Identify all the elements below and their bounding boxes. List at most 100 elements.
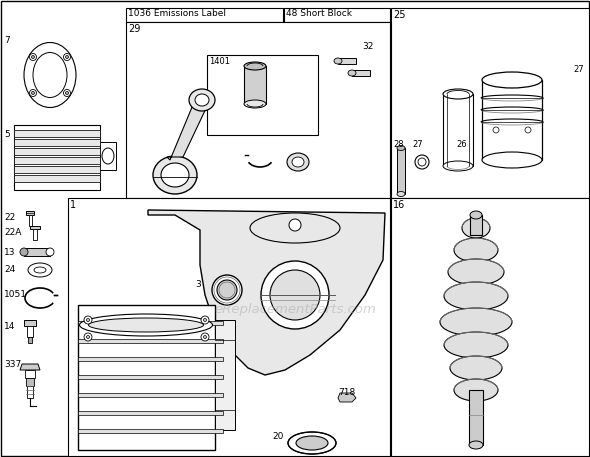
Ellipse shape <box>204 335 206 339</box>
Polygon shape <box>167 95 210 160</box>
Ellipse shape <box>189 89 215 111</box>
Bar <box>397 148 405 194</box>
Ellipse shape <box>84 316 92 324</box>
Ellipse shape <box>444 282 508 310</box>
Ellipse shape <box>482 152 542 168</box>
Text: 1: 1 <box>70 200 76 210</box>
Ellipse shape <box>31 91 34 95</box>
Ellipse shape <box>348 70 356 76</box>
Bar <box>244 66 266 104</box>
Text: 337: 337 <box>4 360 21 369</box>
Bar <box>14 125 100 190</box>
Ellipse shape <box>270 270 320 320</box>
Ellipse shape <box>204 319 206 322</box>
Ellipse shape <box>397 145 405 150</box>
Ellipse shape <box>80 314 212 336</box>
Bar <box>78 411 223 415</box>
Ellipse shape <box>244 100 266 108</box>
Ellipse shape <box>444 332 508 358</box>
Ellipse shape <box>261 261 329 329</box>
Ellipse shape <box>415 155 429 169</box>
Ellipse shape <box>87 335 90 339</box>
Ellipse shape <box>64 90 70 96</box>
Ellipse shape <box>440 308 512 336</box>
Ellipse shape <box>287 153 309 171</box>
Text: 27: 27 <box>412 140 422 149</box>
Text: 718: 718 <box>338 388 355 397</box>
Bar <box>470 215 482 235</box>
Ellipse shape <box>289 219 301 231</box>
Bar <box>27 326 33 337</box>
Ellipse shape <box>65 55 68 58</box>
Ellipse shape <box>292 157 304 167</box>
Ellipse shape <box>30 90 37 96</box>
Ellipse shape <box>244 62 266 70</box>
Ellipse shape <box>30 53 37 60</box>
Bar <box>469 390 483 445</box>
Ellipse shape <box>418 158 426 166</box>
Text: 1401: 1401 <box>209 57 230 66</box>
Ellipse shape <box>24 43 76 107</box>
Text: 29: 29 <box>128 24 140 34</box>
Ellipse shape <box>64 53 70 60</box>
Text: 3: 3 <box>195 280 201 289</box>
Ellipse shape <box>102 148 114 164</box>
Bar <box>78 321 223 325</box>
Bar <box>78 429 223 433</box>
Ellipse shape <box>46 248 54 256</box>
Bar <box>100 142 116 170</box>
Bar <box>25 370 35 378</box>
Text: 24: 24 <box>4 265 15 274</box>
Bar <box>126 22 390 198</box>
Ellipse shape <box>469 441 483 449</box>
Ellipse shape <box>20 248 28 256</box>
Text: 27: 27 <box>573 65 584 74</box>
Bar <box>30 226 40 229</box>
Ellipse shape <box>201 316 209 324</box>
Bar <box>14 139 100 146</box>
Bar <box>78 357 223 361</box>
Bar <box>24 248 50 256</box>
Bar <box>33 229 37 240</box>
Ellipse shape <box>450 356 502 380</box>
Bar <box>443 94 473 166</box>
Ellipse shape <box>334 58 342 64</box>
Text: 32: 32 <box>362 42 373 51</box>
Bar <box>14 157 100 164</box>
Ellipse shape <box>493 127 499 133</box>
Ellipse shape <box>88 318 204 332</box>
Bar <box>14 175 100 182</box>
Ellipse shape <box>84 333 92 341</box>
Bar <box>78 393 223 397</box>
Ellipse shape <box>454 379 498 401</box>
Text: 28: 28 <box>393 140 404 149</box>
Bar <box>24 320 36 326</box>
Bar <box>391 198 589 456</box>
Ellipse shape <box>33 53 67 97</box>
Ellipse shape <box>296 436 328 450</box>
Text: 22A: 22A <box>4 228 21 237</box>
Bar <box>352 70 370 76</box>
Ellipse shape <box>212 275 242 305</box>
Polygon shape <box>338 393 356 402</box>
Ellipse shape <box>153 156 197 194</box>
Bar <box>78 375 223 379</box>
Polygon shape <box>148 210 385 375</box>
Bar <box>338 58 356 64</box>
Bar <box>284 8 390 22</box>
Bar <box>126 8 283 22</box>
Bar <box>78 305 215 450</box>
Bar <box>215 320 235 430</box>
Ellipse shape <box>87 319 90 322</box>
Bar <box>28 337 32 343</box>
Ellipse shape <box>195 94 209 106</box>
Ellipse shape <box>65 91 68 95</box>
Polygon shape <box>20 364 40 370</box>
Ellipse shape <box>443 161 473 171</box>
Ellipse shape <box>31 55 34 58</box>
Bar <box>14 148 100 155</box>
Ellipse shape <box>250 213 340 243</box>
Text: 1051: 1051 <box>4 290 27 299</box>
Bar <box>391 8 589 198</box>
Text: 48 Short Block: 48 Short Block <box>286 9 352 18</box>
